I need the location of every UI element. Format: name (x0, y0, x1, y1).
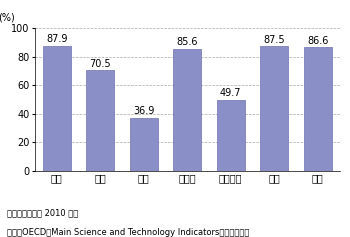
Text: 資料：OECD「Main Science and Technology Indicators」から作成。: 資料：OECD「Main Science and Technology Indi… (7, 228, 249, 237)
Text: (%): (%) (0, 13, 15, 23)
Text: 85.6: 85.6 (176, 37, 198, 47)
Bar (43, 46, 71, 171)
Text: 49.7: 49.7 (220, 88, 242, 98)
Bar (260, 46, 288, 171)
Text: 87.5: 87.5 (264, 35, 285, 45)
Bar (173, 49, 201, 171)
Text: 70.5: 70.5 (90, 59, 111, 69)
Text: 87.9: 87.9 (46, 34, 68, 44)
Text: 備考：米国のみ 2010 年。: 備考：米国のみ 2010 年。 (7, 209, 78, 218)
Bar (86, 70, 114, 171)
Bar (303, 47, 332, 171)
Bar (217, 100, 245, 171)
Text: 86.6: 86.6 (307, 36, 328, 46)
Text: 36.9: 36.9 (133, 106, 154, 116)
Bar (130, 118, 158, 171)
